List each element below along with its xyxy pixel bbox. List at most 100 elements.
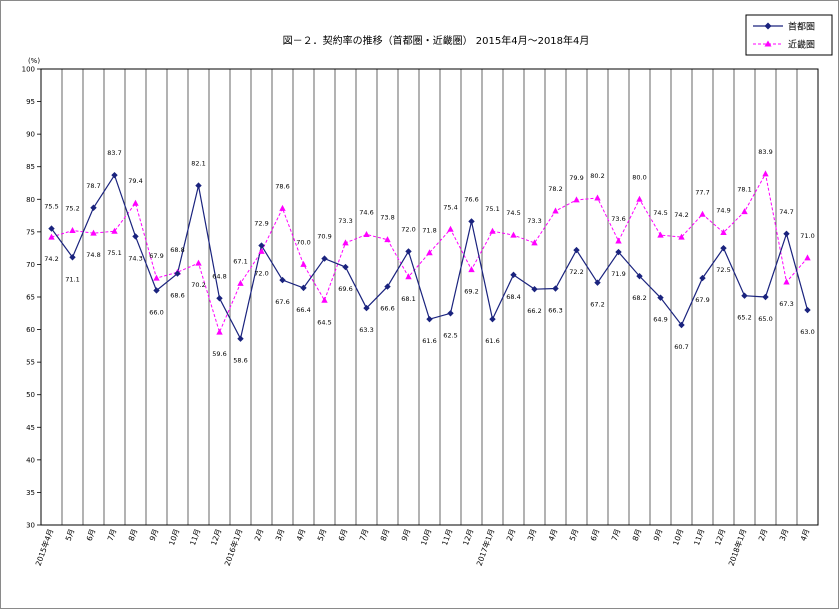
data-label-kinki: 64.5 [317,318,331,326]
x-tick-label: 10月 [671,528,685,547]
data-label-shutoken: 64.9 [653,316,667,324]
y-tick-label: 30 [26,522,35,530]
data-label-shutoken: 66.6 [380,305,394,313]
data-point-shutoken [90,204,97,211]
data-label-shutoken: 72.5 [716,266,730,274]
data-label-shutoken: 63.0 [800,328,814,336]
data-label-kinki: 68.1 [401,295,415,303]
data-label-shutoken: 62.5 [443,331,457,339]
x-tick-label: 7月 [610,528,623,543]
data-label-kinki: 74.8 [86,251,100,259]
data-label-kinki: 67.1 [233,257,247,265]
data-point-shutoken [573,246,580,254]
x-tick-label: 2015年4月 [33,527,56,567]
x-tick-label: 4月 [799,528,812,543]
data-label-kinki: 74.6 [359,208,373,216]
x-tick-label: 6月 [589,528,602,543]
data-label-kinki: 75.1 [107,249,121,257]
data-label-shutoken: 74.7 [779,208,793,216]
data-label-kinki: 74.5 [653,209,667,217]
data-point-kinki [594,194,601,201]
data-label-shutoken: 70.9 [317,233,331,241]
data-point-kinki [111,227,118,234]
x-tick-label: 3月 [778,528,791,543]
data-label-kinki: 75.1 [485,205,499,213]
x-tick-label: 5月 [568,528,581,543]
x-tick-label: 11月 [188,528,202,547]
data-label-kinki: 74.5 [506,209,520,217]
data-label-shutoken: 67.2 [590,301,604,309]
data-point-shutoken [699,274,706,282]
x-tick-label: 4月 [547,528,560,543]
data-point-shutoken [741,292,748,299]
x-tick-label: 11月 [692,528,706,547]
data-label-kinki: 70.2 [191,281,205,289]
data-label-shutoken: 63.3 [359,326,373,334]
data-point-shutoken [426,315,433,323]
data-label-kinki: 79.9 [569,174,583,182]
data-point-shutoken [174,270,181,277]
data-label-kinki: 83.9 [758,148,772,156]
y-tick-label: 100 [22,66,35,74]
data-point-shutoken [762,293,769,301]
x-tick-label: 4月 [295,528,308,543]
data-label-shutoken: 64.8 [212,272,226,280]
legend: 首都圏 近畿圏 [745,14,833,56]
data-point-kinki [279,204,286,211]
x-tick-label: 8月 [631,528,644,543]
x-tick-label: 2月 [505,528,518,543]
data-label-kinki: 69.2 [464,288,478,296]
data-point-kinki [531,239,538,246]
data-label-shutoken: 58.6 [233,357,247,365]
data-point-kinki [720,229,727,236]
data-point-kinki [762,170,769,177]
x-tick-label: 3月 [526,528,539,543]
data-label-shutoken: 68.4 [506,293,520,301]
data-point-shutoken [489,315,496,323]
data-point-kinki [699,210,706,217]
data-point-shutoken [405,248,412,255]
data-point-kinki [153,274,160,281]
data-point-kinki [678,233,685,240]
data-point-shutoken [531,285,538,293]
data-label-shutoken: 65.2 [737,314,751,322]
legend-marker-kinki [764,40,772,47]
y-tick-label: 35 [26,489,35,497]
data-point-shutoken [48,225,55,232]
y-axis-unit: (%) [28,57,40,65]
x-tick-label: 9月 [652,528,665,543]
data-point-kinki [258,247,265,254]
data-label-shutoken: 68.6 [170,292,184,300]
y-tick-label: 95 [26,98,35,106]
data-point-kinki [69,227,76,234]
data-point-kinki [90,229,97,236]
data-label-kinki: 75.4 [443,203,457,211]
data-point-kinki [447,225,454,232]
data-point-kinki [783,278,790,285]
x-tick-label: 7月 [106,528,119,543]
legend-marker-shutoken [764,22,772,30]
data-point-shutoken [237,335,244,342]
data-point-shutoken [615,248,622,256]
data-point-shutoken [153,287,160,294]
x-tick-label: 12月 [209,528,223,547]
data-label-shutoken: 60.7 [674,343,688,351]
data-point-kinki [510,231,517,238]
data-point-shutoken [69,254,76,261]
data-label-shutoken: 82.1 [191,160,205,168]
x-tick-label: 2月 [253,528,266,543]
data-point-shutoken [342,263,349,271]
legend-label-kinki: 近畿圏 [788,39,815,51]
data-point-shutoken [468,218,475,225]
data-label-shutoken: 61.6 [485,337,499,345]
y-tick-label: 75 [26,228,35,236]
data-label-kinki: 73.3 [527,217,541,225]
y-tick-label: 60 [26,326,35,334]
data-label-kinki: 80.0 [632,173,646,181]
data-label-shutoken: 78.7 [86,182,100,190]
x-tick-label: 12月 [713,528,727,547]
x-tick-label: 9月 [148,528,161,543]
data-label-shutoken: 72.9 [254,220,268,228]
data-label-kinki: 67.9 [149,252,163,260]
x-tick-label: 2016年1月 [222,527,245,567]
